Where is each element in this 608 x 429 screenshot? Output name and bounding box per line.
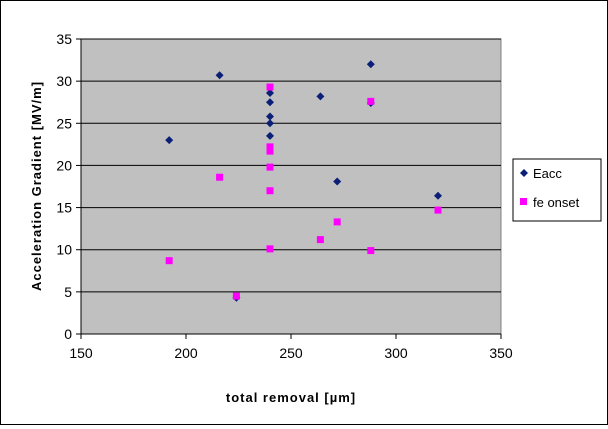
point-eacc-4 (266, 98, 274, 107)
y-tick-label-25: 25 (56, 115, 72, 131)
x-tick-label-150: 150 (69, 345, 93, 361)
point-eacc-12 (434, 191, 442, 200)
point-eacc-5 (266, 112, 274, 121)
point-fe-onset-10 (333, 218, 341, 226)
x-tick-label-200: 200 (174, 345, 198, 361)
point-eacc-3 (266, 88, 274, 97)
y-tick-label-20: 20 (56, 157, 72, 173)
axes (76, 38, 502, 339)
y-tick-label-35: 35 (56, 31, 72, 47)
point-eacc-6 (266, 119, 274, 128)
legend-label-fe-onset: fe onset (533, 195, 580, 210)
x-tick-label-350: 350 (489, 345, 513, 361)
legend-box (512, 158, 602, 222)
point-fe-onset-7 (266, 187, 274, 195)
point-eacc-8 (316, 92, 325, 101)
y-axis-title: Acceleration Gradient [MV/m] (29, 81, 44, 291)
point-fe-onset-1 (216, 173, 224, 181)
point-eacc-7 (266, 131, 274, 140)
point-fe-onset-11 (367, 97, 375, 105)
point-eacc-10 (366, 60, 375, 69)
point-fe-onset-5 (266, 147, 274, 155)
grid-lines (81, 38, 501, 293)
data-points (165, 60, 442, 302)
legend-marker-fe-onset (520, 198, 527, 205)
x-tick-labels: 150 200 250 300 350 (69, 345, 513, 361)
point-fe-onset-13 (434, 206, 442, 214)
point-fe-onset-12 (367, 247, 375, 255)
point-fe-onset-9 (316, 236, 324, 244)
x-tick-label-250: 250 (279, 345, 303, 361)
y-tick-label-10: 10 (56, 242, 72, 258)
y-tick-labels: 0 5 10 15 20 25 30 35 (56, 31, 72, 342)
point-fe-onset-2 (232, 292, 240, 300)
point-eacc-9 (333, 177, 342, 186)
y-tick-label-15: 15 (56, 200, 72, 216)
point-fe-onset-6 (266, 163, 274, 171)
legend-marker-eacc (520, 169, 528, 177)
point-fe-onset-0 (165, 257, 173, 265)
point-fe-onset-4 (266, 143, 274, 151)
legend-label-eacc: Eacc (533, 166, 562, 181)
point-eacc-1 (215, 71, 224, 80)
legend: Eacc fe onset (512, 158, 602, 222)
point-fe-onset-3 (266, 83, 274, 91)
point-eacc-0 (165, 136, 174, 145)
x-axis-title: total removal [µm] (226, 390, 356, 405)
x-tick-label-300: 300 (384, 345, 408, 361)
y-tick-label-5: 5 (64, 284, 72, 300)
plot-area (80, 38, 502, 335)
y-tick-label-0: 0 (64, 326, 72, 342)
y-tick-label-30: 30 (56, 73, 72, 89)
point-fe-onset-8 (266, 245, 274, 253)
